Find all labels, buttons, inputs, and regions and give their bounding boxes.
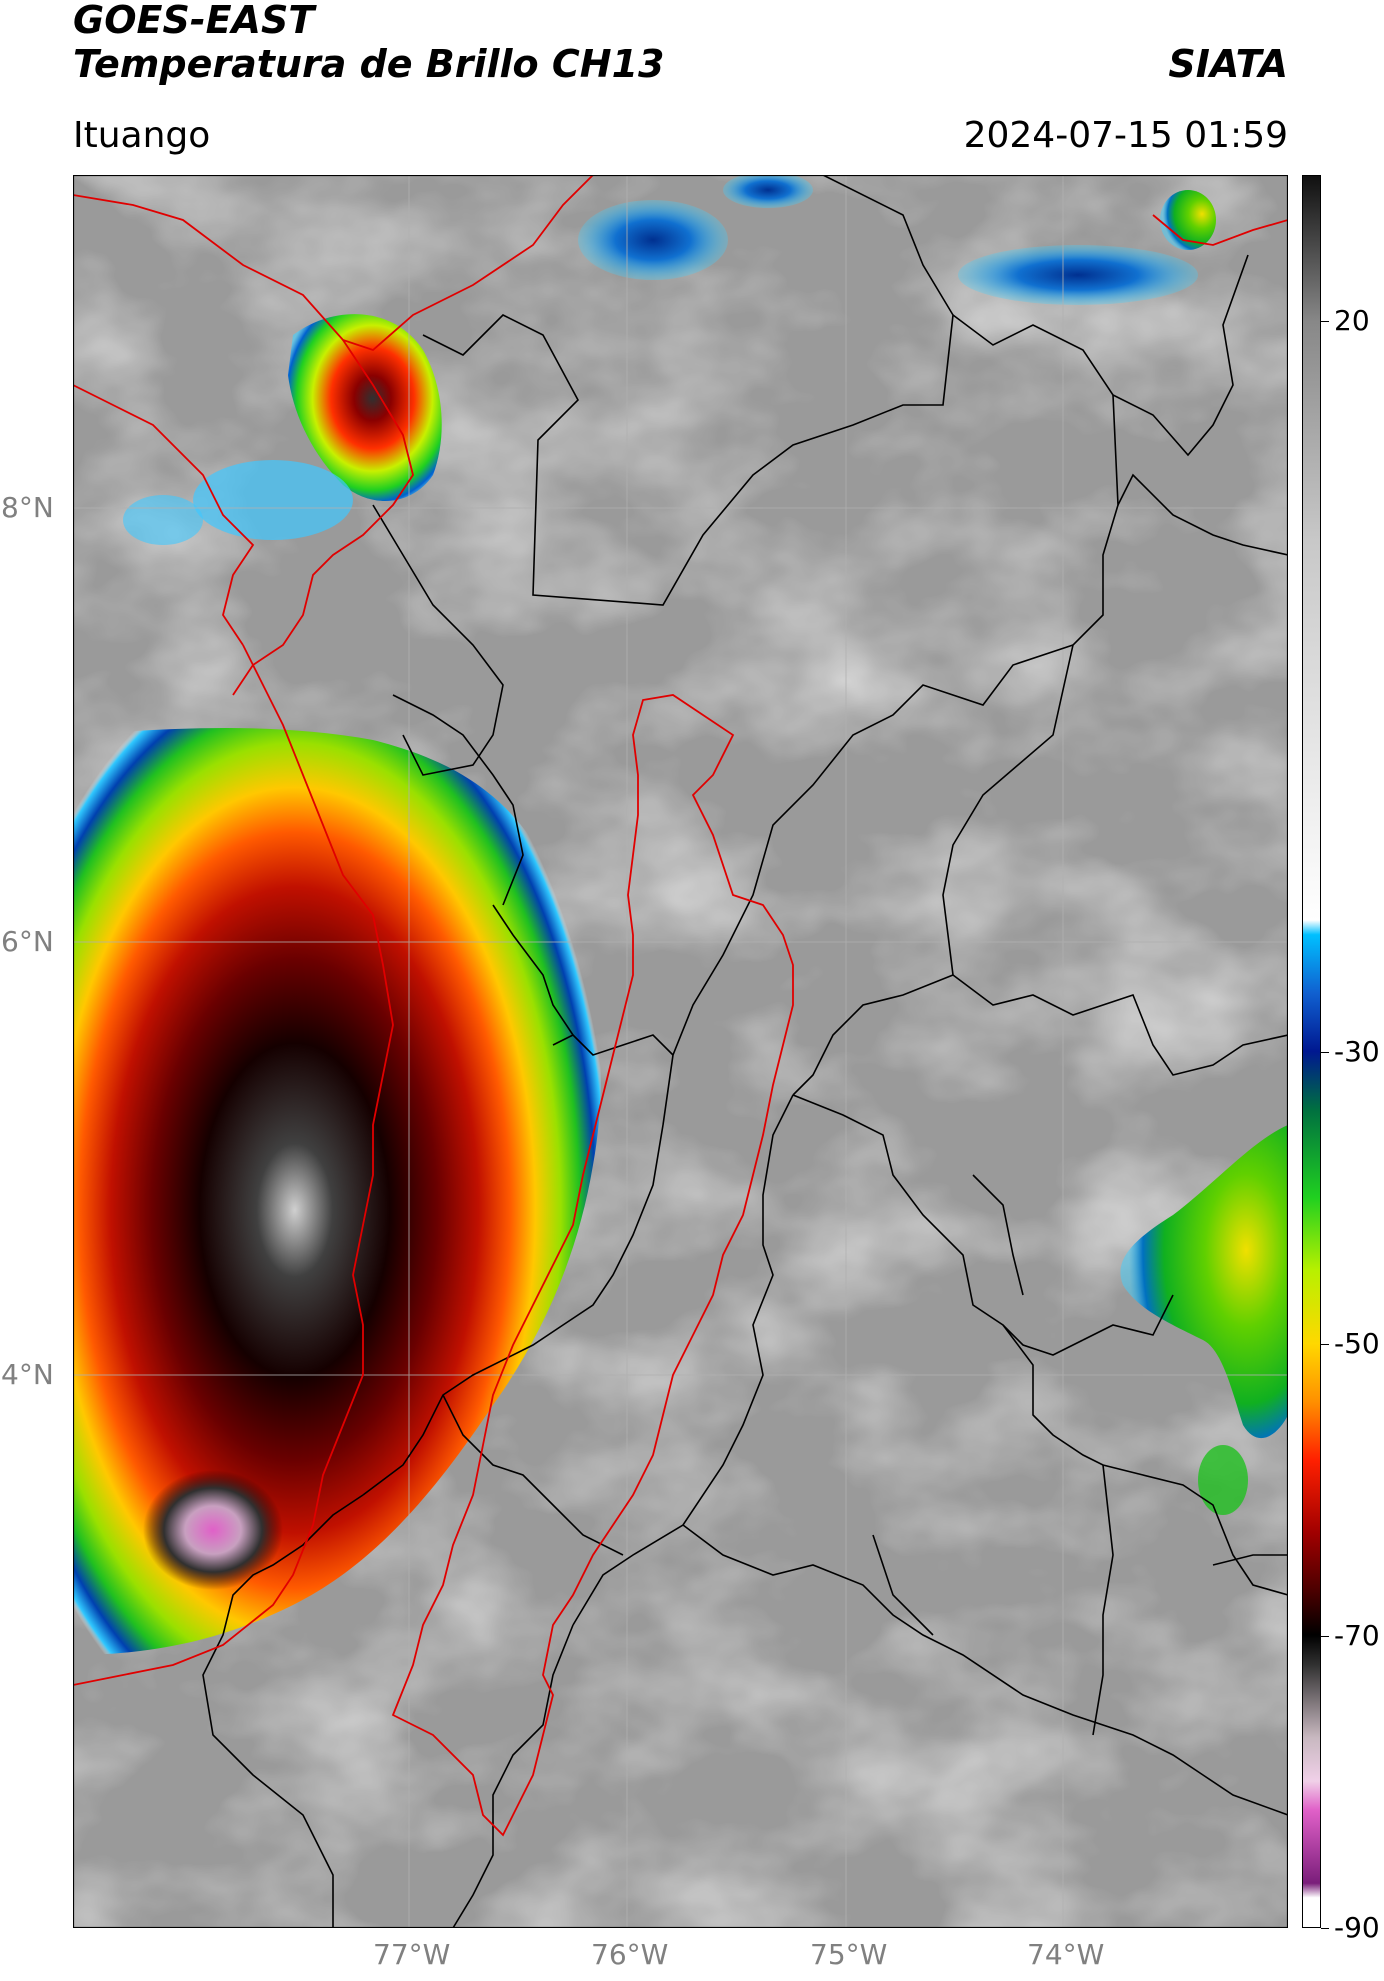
lon-label-74w: 74°W [1027,1938,1105,1971]
colorbar-tick-label: 20 [1334,304,1370,338]
region-label: Ituango [73,115,211,156]
colorbar-tick-mark [1321,1635,1329,1637]
satellite-map [73,175,1288,1928]
graticule [73,175,1288,1928]
admin-boundaries [202,175,1288,1928]
cloud-patch-ne-top [723,175,813,208]
colorbar-tick-mark [1321,1051,1329,1053]
map-border [73,175,1288,1928]
coastline-and-basin [73,175,1288,1837]
cloud-patch-west [193,460,353,540]
colorbar-fill [1303,176,1320,1927]
colorbar-tick-label: -70 [1334,1618,1380,1652]
colorbar-tick-mark [1321,1343,1329,1345]
cloud-patch-west-small [123,495,203,545]
cloud-patch-northeast [958,245,1198,305]
cold-cloud-top-core [143,1470,283,1590]
satellite-title: GOES-EAST [73,0,315,42]
ne-border-line [1212,1554,1288,1566]
lat-label-6n: 6°N [1,925,54,958]
lat-label-8n: 8°N [1,491,54,524]
colorbar-tick-label: -50 [1334,1326,1380,1360]
temperature-colorbar [1302,175,1321,1928]
colorbar-tick-mark [1321,321,1329,323]
cloud-patch-far-ne [1160,190,1216,250]
lon-label-77w: 77°W [373,1938,451,1971]
lon-label-75w: 75°W [810,1938,888,1971]
cloud-patch-north [578,200,728,280]
colorbar-tick-label: -30 [1334,1034,1380,1068]
convective-storm-northwest [288,314,442,502]
lat-label-4n: 4°N [1,1358,54,1391]
convective-storm-west [73,728,601,1655]
org-label: SIATA [1168,42,1288,86]
cloud-patch-southeast [1198,1445,1248,1515]
convective-storm-east [1120,1125,1288,1439]
product-title: Temperatura de Brillo CH13 [73,42,665,86]
lon-label-76w: 76°W [591,1938,669,1971]
colorbar-tick-mark [1321,1928,1329,1929]
colorbar-tick-label: -90 [1334,1911,1380,1944]
datetime-label: 2024-07-15 01:59 [963,115,1288,156]
ituango-basin-outline [391,694,794,1837]
